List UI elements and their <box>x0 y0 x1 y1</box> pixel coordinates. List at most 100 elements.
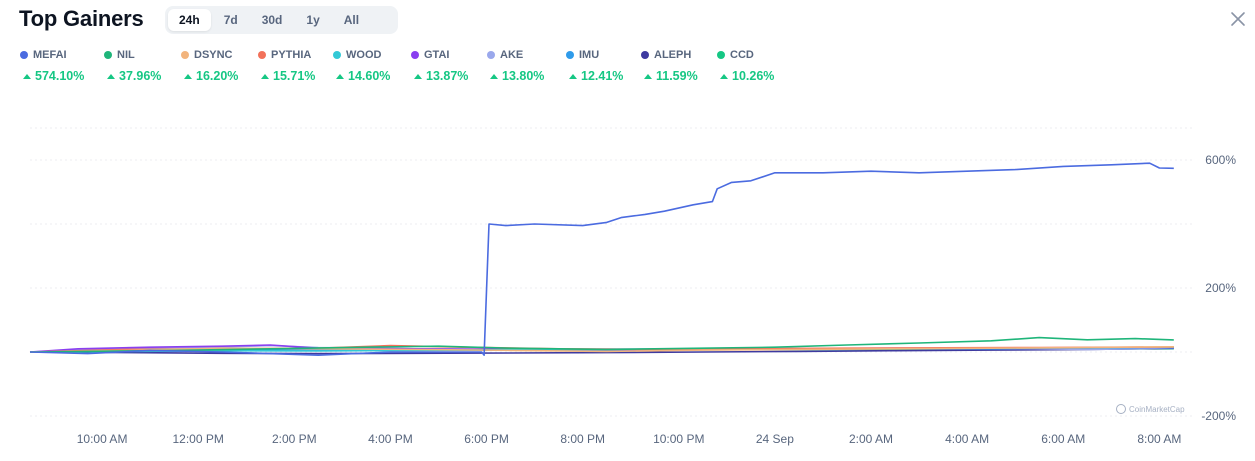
close-icon[interactable] <box>1229 10 1247 28</box>
legend-change-value: 13.87% <box>426 69 469 83</box>
legend-change-value: 16.20% <box>196 69 239 83</box>
legend-name: PYTHIA <box>271 49 312 61</box>
caret-up-icon <box>414 73 422 79</box>
legend-change-value: 10.26% <box>732 69 775 83</box>
x-tick-label: 10:00 AM <box>77 432 128 446</box>
caret-up-icon <box>261 73 269 79</box>
legend-name: AKE <box>500 49 524 61</box>
x-tick-label: 8:00 AM <box>1137 432 1181 446</box>
legend-name-row: CCD <box>717 48 807 62</box>
x-tick-label: 6:00 PM <box>464 432 509 446</box>
legend-change: 16.20% <box>181 69 271 83</box>
legend-change: 12.41% <box>566 69 656 83</box>
legend-name-row: NIL <box>104 48 194 62</box>
series-line-aleph <box>29 347 1174 355</box>
legend-name-row: DSYNC <box>181 48 271 62</box>
series-dot-icon <box>411 51 419 59</box>
legend-name-row: WOOD <box>333 48 423 62</box>
legend-change-value: 14.60% <box>348 69 391 83</box>
legend-name: CCD <box>730 49 754 61</box>
series-dot-icon <box>641 51 649 59</box>
tab-1y[interactable]: 1y <box>306 13 320 27</box>
legend-item-aleph[interactable]: ALEPH 11.59% <box>641 48 731 83</box>
legend-name-row: IMU <box>566 48 656 62</box>
legend-change: 13.87% <box>411 69 501 83</box>
watermark: CoinMarketCap <box>1116 404 1185 414</box>
caret-up-icon <box>336 73 344 79</box>
x-tick-label: 4:00 AM <box>945 432 989 446</box>
legend-item-dsync[interactable]: DSYNC 16.20% <box>181 48 271 83</box>
legend-change-value: 11.59% <box>656 69 698 83</box>
legend-item-wood[interactable]: WOOD 14.60% <box>333 48 423 83</box>
legend-name-row: ALEPH <box>641 48 731 62</box>
legend-change: 11.59% <box>641 69 731 83</box>
caret-up-icon <box>569 73 577 79</box>
series-dot-icon <box>333 51 341 59</box>
series-dot-icon <box>487 51 495 59</box>
tab-all[interactable]: All <box>343 13 360 27</box>
legend-change: 37.96% <box>104 69 194 83</box>
series-dot-icon <box>717 51 725 59</box>
x-tick-label: 4:00 PM <box>368 432 413 446</box>
legend-change: 14.60% <box>333 69 423 83</box>
y-tick-label: 200% <box>1205 281 1236 295</box>
x-tick-label: 12:00 PM <box>173 432 224 446</box>
legend-item-ake[interactable]: AKE 13.80% <box>487 48 577 83</box>
series-dot-icon <box>20 51 28 59</box>
legend-change: 10.26% <box>717 69 807 83</box>
legend-change-value: 13.80% <box>502 69 545 83</box>
legend-name: ALEPH <box>654 49 692 61</box>
legend-item-imu[interactable]: IMU 12.41% <box>566 48 656 83</box>
legend-change: 15.71% <box>258 69 348 83</box>
caret-up-icon <box>107 73 115 79</box>
legend-item-gtai[interactable]: GTAI 13.87% <box>411 48 501 83</box>
series-dot-icon <box>258 51 266 59</box>
page-title: Top Gainers <box>19 6 144 31</box>
caret-up-icon <box>490 73 498 79</box>
legend-change-value: 37.96% <box>119 69 162 83</box>
legend-name-row: AKE <box>487 48 577 62</box>
legend-item-nil[interactable]: NIL 37.96% <box>104 48 194 83</box>
x-tick-label: 24 Sep <box>756 432 794 446</box>
legend-item-mefai[interactable]: MEFAI 574.10% <box>20 48 110 83</box>
x-tick-label: 2:00 PM <box>272 432 317 446</box>
legend-name: MEFAI <box>33 49 67 61</box>
legend-change-value: 15.71% <box>273 69 316 83</box>
tab-24h[interactable]: 24h <box>168 9 211 31</box>
series-dot-icon <box>566 51 574 59</box>
tab-7d[interactable]: 7d <box>223 13 238 27</box>
x-tick-label: 6:00 AM <box>1041 432 1085 446</box>
series-line-nil <box>29 336 1174 353</box>
timeframe-tabs: 24h 7d 30d 1y All <box>165 6 398 34</box>
legend-change-value: 574.10% <box>35 69 85 83</box>
x-tick-label: 10:00 PM <box>653 432 704 446</box>
x-tick-label: 8:00 PM <box>560 432 605 446</box>
series-dot-icon <box>104 51 112 59</box>
legend-name: WOOD <box>346 49 382 61</box>
series-dot-icon <box>181 51 189 59</box>
watermark-text: CoinMarketCap <box>1129 404 1185 414</box>
legend-name-row: MEFAI <box>20 48 110 62</box>
caret-up-icon <box>720 73 728 79</box>
series-line-mefai <box>29 162 1174 357</box>
legend-name: DSYNC <box>194 49 233 61</box>
legend-name: IMU <box>579 49 600 61</box>
series-line-dsync <box>29 346 1174 353</box>
legend-change-value: 12.41% <box>581 69 624 83</box>
y-tick-label: -200% <box>1201 409 1236 423</box>
caret-up-icon <box>184 73 192 79</box>
legend-item-pythia[interactable]: PYTHIA 15.71% <box>258 48 348 83</box>
legend-name-row: PYTHIA <box>258 48 348 62</box>
x-tick-label: 2:00 AM <box>849 432 893 446</box>
caret-up-icon <box>23 73 31 79</box>
y-tick-label: 600% <box>1205 153 1236 167</box>
legend-change: 13.80% <box>487 69 577 83</box>
caret-up-icon <box>644 73 652 79</box>
coinmarketcap-logo-icon <box>1116 404 1126 414</box>
legend-name-row: GTAI <box>411 48 501 62</box>
tab-30d[interactable]: 30d <box>261 13 283 27</box>
legend-item-ccd[interactable]: CCD 10.26% <box>717 48 807 83</box>
legend-name: NIL <box>117 49 135 61</box>
legend-change: 574.10% <box>20 69 110 83</box>
